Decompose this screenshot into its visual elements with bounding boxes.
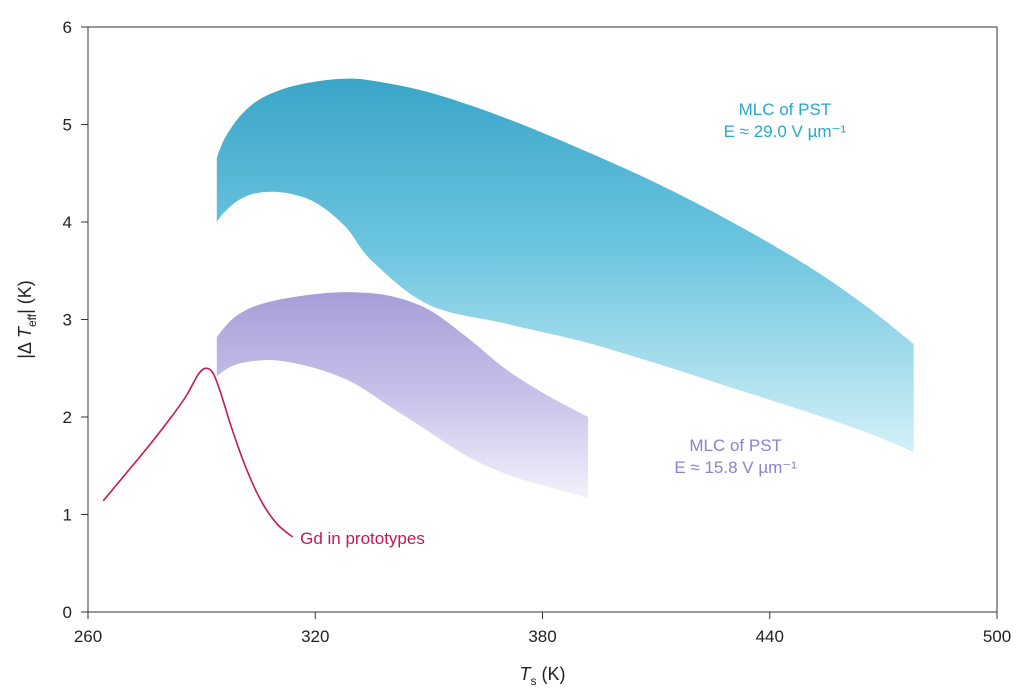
y-axis-label-pre: |Δ (15, 338, 35, 359)
x-tick-label-2: 380 (528, 627, 556, 646)
x-tick-label-0: 260 (74, 627, 102, 646)
x-axis-label-sub: s (531, 674, 537, 688)
y-tick-label-3: 3 (63, 311, 72, 330)
x-axis-label-unit: (K) (537, 664, 566, 684)
lines-layer (102, 367, 294, 538)
annotation-0-line-0: MLC of PST (739, 100, 832, 119)
annotation-0: MLC of PST E ≈ 29.0 V µm⁻¹ (724, 100, 847, 141)
y-axis-label-sub: eff (25, 313, 39, 327)
x-axis: 260 320 380 440 500 (74, 612, 1011, 646)
x-tick-label-1: 320 (301, 627, 329, 646)
y-tick-label-4: 4 (63, 213, 72, 232)
y-tick-label-6: 6 (63, 18, 72, 37)
y-tick-label-5: 5 (63, 116, 72, 135)
annotation-2-line-0: Gd in prototypes (300, 529, 425, 548)
y-tick-label-2: 2 (63, 408, 72, 427)
x-axis-label-main: T (520, 664, 533, 684)
annotation-2: Gd in prototypes (300, 529, 425, 548)
y-axis-label-main: T (15, 325, 35, 338)
series-band-0 (216, 78, 914, 453)
annotations: MLC of PST E ≈ 29.0 V µm⁻¹ MLC of PST E ≈ 1… (300, 100, 846, 548)
y-tick-label-0: 0 (63, 603, 72, 622)
annotation-0-line-1: E ≈ 29.0 V µm⁻¹ (724, 122, 847, 141)
y-axis-label-post: | (K) (15, 280, 35, 314)
y-axis-label: |Δ Teff| (K) (15, 280, 39, 359)
y-tick-label-1: 1 (63, 506, 72, 525)
x-tick-label-3: 440 (756, 627, 784, 646)
series-line-2 (102, 367, 294, 538)
y-axis: 0 1 2 3 4 5 6 (63, 18, 88, 622)
bands-layer (216, 78, 914, 498)
annotation-1-line-0: MLC of PST (689, 436, 782, 455)
series-band-1 (216, 292, 589, 498)
x-axis-label: Ts (K) (520, 664, 566, 688)
x-tick-label-4: 500 (983, 627, 1011, 646)
annotation-1-line-1: E ≈ 15.8 V µm⁻¹ (674, 458, 797, 477)
annotation-1: MLC of PST E ≈ 15.8 V µm⁻¹ (674, 436, 797, 477)
